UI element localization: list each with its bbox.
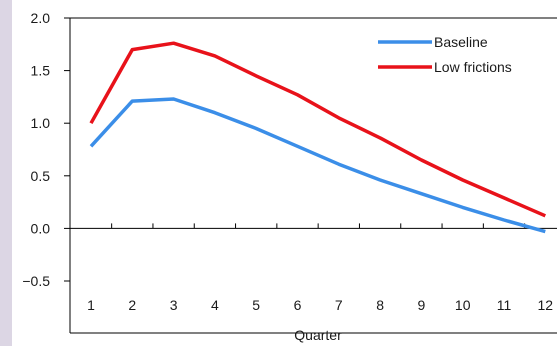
left-margin-strip (0, 0, 12, 346)
x-tick-label: 5 (252, 297, 260, 313)
x-tick-label: 3 (170, 297, 178, 313)
series-layer (89, 41, 546, 234)
legend-label-low-frictions: Low frictions (434, 59, 512, 75)
x-tick-label: 7 (335, 297, 343, 313)
axes: 2.01.51.00.50.0−0.51 2 3 4 5 6 7 8 9 10 11 12 (22, 10, 557, 334)
y-tick-label: 0.5 (31, 168, 51, 184)
series-line-low-frictions (89, 41, 546, 218)
x-tick-label: 2 (128, 297, 136, 313)
x-tick-label: 6 (294, 297, 302, 313)
legend: Baseline Low frictions (378, 34, 512, 75)
y-tick-label: 1.0 (31, 115, 51, 131)
series-line-baseline (89, 97, 546, 234)
y-tick-label: 2.0 (31, 10, 51, 26)
x-tick-label: 4 (211, 297, 219, 313)
x-tick-label: 10 (455, 297, 471, 313)
x-tick-label: 12 (538, 297, 554, 313)
x-tick-label: 8 (376, 297, 384, 313)
x-axis-title: Quarter (294, 327, 342, 343)
y-tick-label: 0.0 (31, 220, 51, 236)
x-tick-label: 1 (87, 297, 95, 313)
legend-label-baseline: Baseline (434, 34, 488, 50)
x-tick-label: 9 (418, 297, 426, 313)
x-tick-label: 11 (497, 297, 512, 313)
y-tick-label: 1.5 (31, 63, 51, 79)
y-tick-label: −0.5 (22, 273, 50, 289)
